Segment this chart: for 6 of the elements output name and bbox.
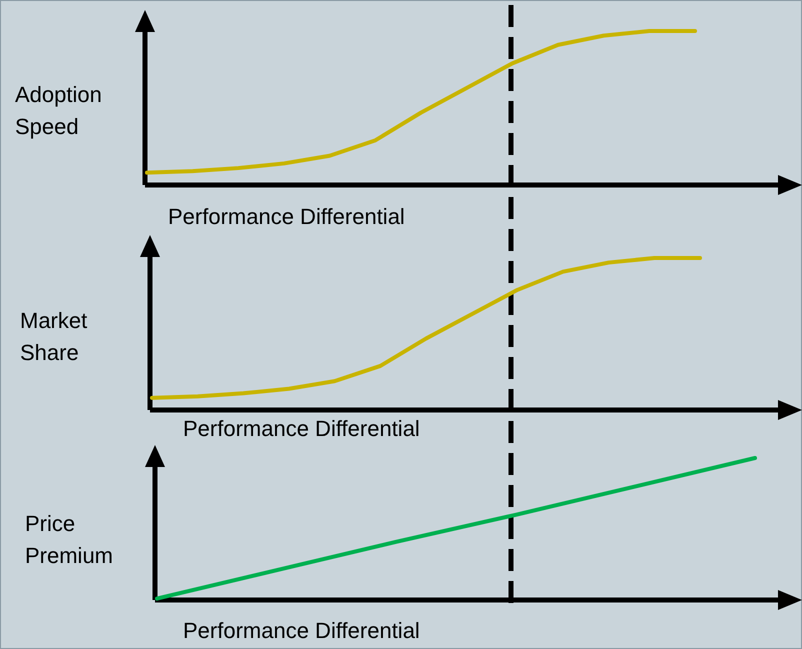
x-axis-title: Performance Differential xyxy=(168,204,405,229)
y-axis-title: Adoption Speed xyxy=(15,82,102,139)
x-axis-title: Performance Differential xyxy=(183,618,420,643)
y-axis-title: Price Premium xyxy=(25,511,114,568)
x-axis-title: Performance Differential xyxy=(183,416,420,441)
y-axis-title: Market Share xyxy=(20,308,88,365)
